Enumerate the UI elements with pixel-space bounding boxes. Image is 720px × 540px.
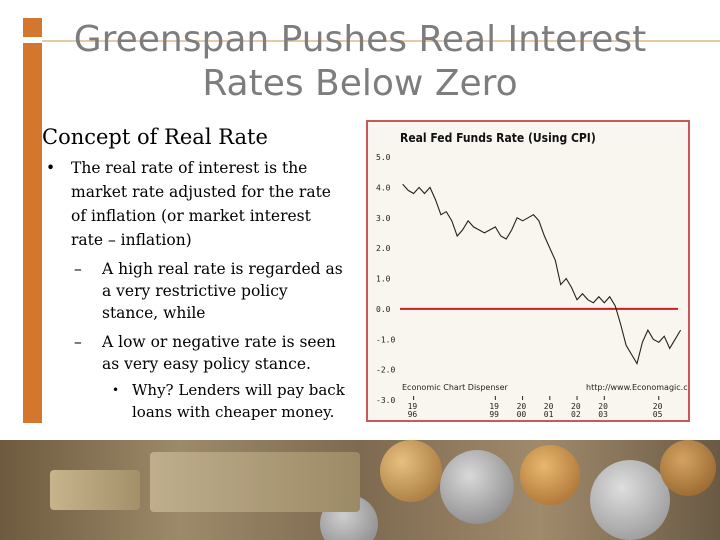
y-tick-label: 0.0 xyxy=(376,305,391,314)
real-fed-funds-chart: Real Fed Funds Rate (Using CPI) 5.0 4.0 3.… xyxy=(376,131,703,419)
y-tick-label: 2.0 xyxy=(376,244,391,253)
chart-title: Real Fed Funds Rate (Using CPI) xyxy=(400,131,596,145)
coin-image xyxy=(380,440,442,502)
bullet-main-text: The real rate of interest is the market … xyxy=(71,159,331,249)
slide-title: Greenspan Pushes Real Interest Rates Bel… xyxy=(60,18,660,106)
y-tick-label: 4.0 xyxy=(376,183,391,192)
sub-bullet-2-text: A low or negative rate is seen as very e… xyxy=(102,333,336,373)
x-tick-label: 99 xyxy=(489,410,499,419)
sub-sub-bullet-text: Why? Lenders will pay back loans with ch… xyxy=(132,381,345,421)
bullet-main: • The real rate of interest is the marke… xyxy=(46,156,346,252)
source-right: http://www.Economagic.com/ xyxy=(586,383,688,392)
x-tick-label: 02 xyxy=(571,410,581,419)
real-rate-series-line xyxy=(402,183,682,366)
coins-photo-strip xyxy=(0,440,720,540)
x-tick-label: 03 xyxy=(598,410,608,419)
sub-bullet-1-text: A high real rate is regarded as a very r… xyxy=(102,260,343,322)
coin-image xyxy=(440,450,514,524)
source-left: Economic Chart Dispenser xyxy=(402,383,509,392)
slide-title-line2: Rates Below Zero xyxy=(202,63,518,104)
coin-image xyxy=(50,470,140,510)
x-tick-label: 20 xyxy=(517,402,527,411)
x-tick-label: 96 xyxy=(408,410,418,419)
sub-bullet-2: – A low or negative rate is seen as very… xyxy=(74,331,344,375)
accent-line xyxy=(42,40,720,42)
bullet-dot: • xyxy=(112,383,120,397)
coin-image xyxy=(150,452,360,512)
plot-area: 5.04.03.02.01.00.0-1.0-2.0-3.01996199920… xyxy=(376,153,682,419)
y-tick-label: 3.0 xyxy=(376,214,391,223)
sub-dash: – xyxy=(74,260,82,278)
bullet-dot: • xyxy=(46,159,56,177)
concept-heading: Concept of Real Rate xyxy=(42,125,268,149)
y-tick-label: -2.0 xyxy=(376,366,395,375)
y-tick-label: -3.0 xyxy=(376,396,395,405)
y-tick-label: -1.0 xyxy=(376,335,395,344)
sub-bullet-1: – A high real rate is regarded as a very… xyxy=(74,258,344,324)
x-tick-label: 00 xyxy=(517,410,527,419)
accent-notch xyxy=(23,37,42,43)
x-tick-label: 01 xyxy=(544,410,554,419)
sub-sub-bullet: • Why? Lenders will pay back loans with … xyxy=(112,379,357,423)
y-tick-label: 5.0 xyxy=(376,153,391,162)
x-tick-label: 05 xyxy=(653,410,663,419)
accent-bar xyxy=(23,18,42,423)
coin-image xyxy=(590,460,670,540)
sub-dash: – xyxy=(74,333,82,351)
coin-image xyxy=(660,440,716,496)
x-tick-label: 19 xyxy=(489,402,499,411)
y-tick-label: 1.0 xyxy=(376,275,391,284)
x-tick-label: 20 xyxy=(571,402,581,411)
coin-image xyxy=(520,445,580,505)
x-tick-label: 19 xyxy=(408,402,418,411)
slide-title-line1: Greenspan Pushes Real Interest xyxy=(73,19,647,60)
chart-frame: Real Fed Funds Rate (Using CPI) 5.0 4.0 3.… xyxy=(366,120,703,422)
x-tick-label: 20 xyxy=(653,402,663,411)
x-tick-label: 20 xyxy=(544,402,554,411)
x-tick-label: 20 xyxy=(598,402,608,411)
